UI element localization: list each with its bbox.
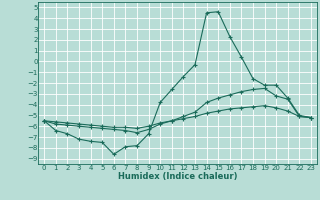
X-axis label: Humidex (Indice chaleur): Humidex (Indice chaleur): [118, 172, 237, 181]
